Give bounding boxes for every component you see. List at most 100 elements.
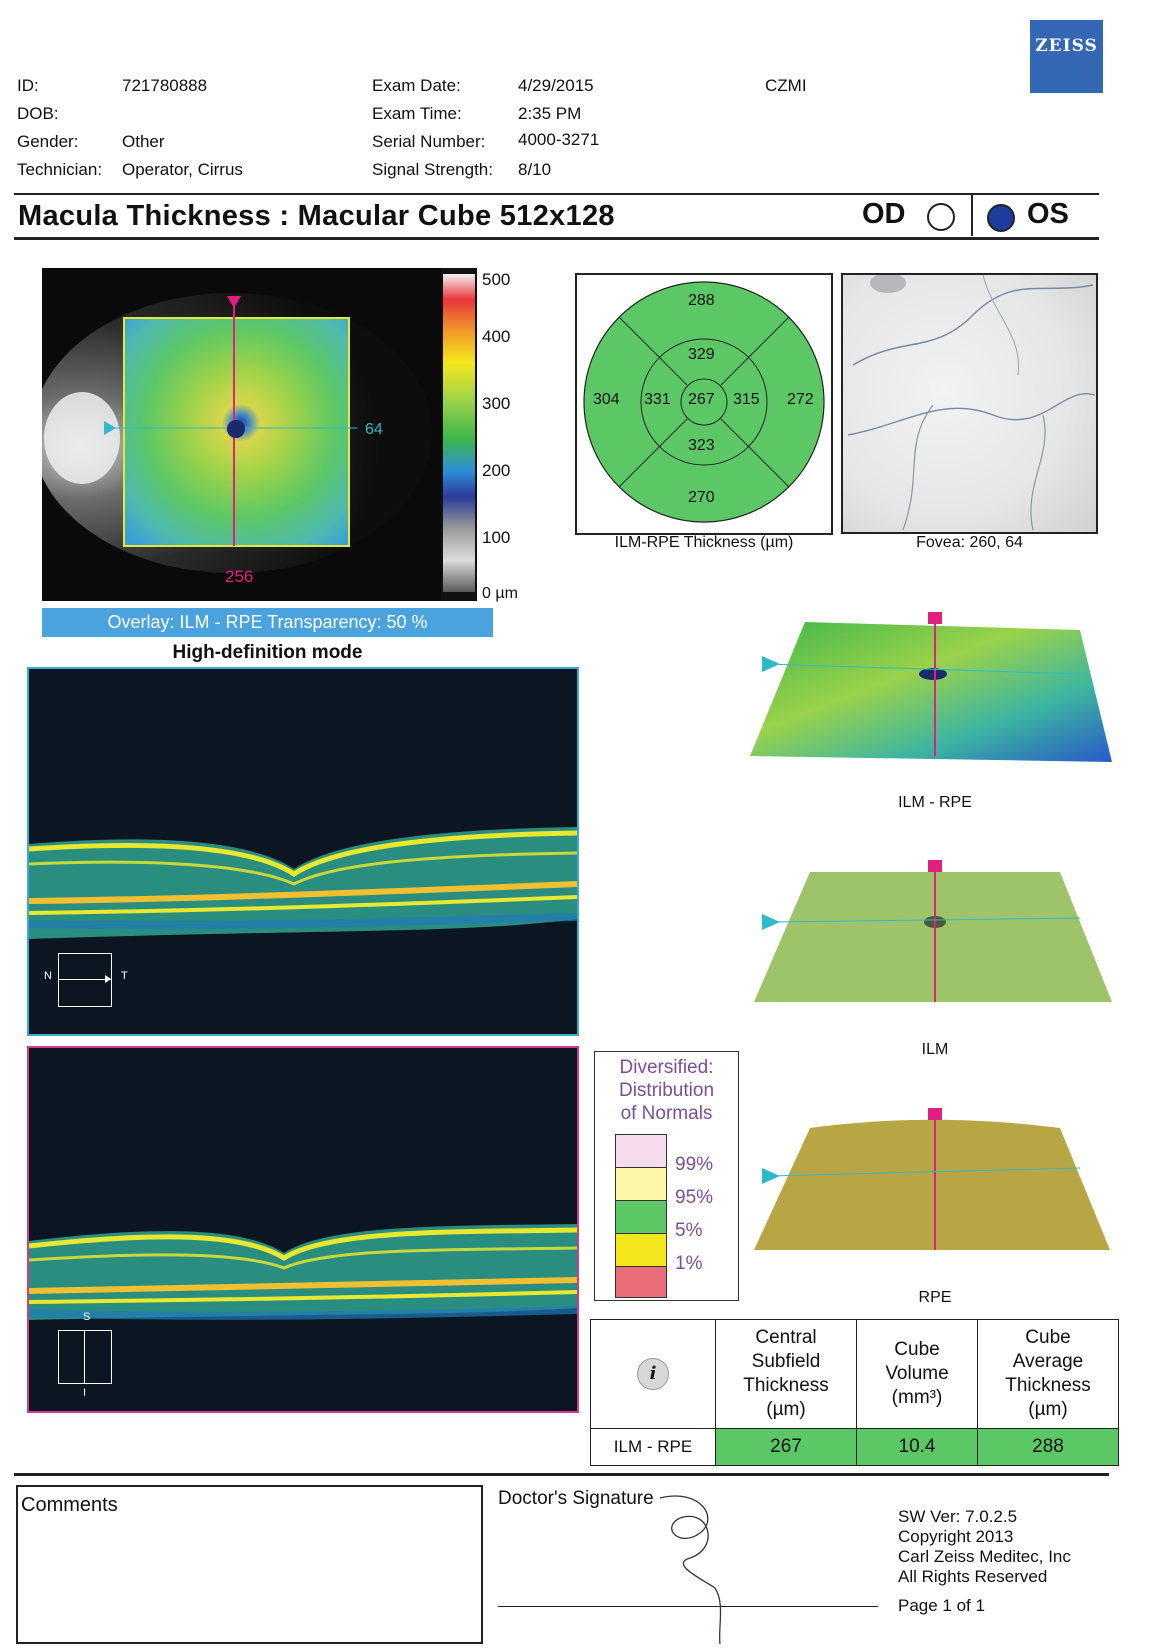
handwritten-signature <box>640 1488 770 1645</box>
value-cube-volume: 10.4 <box>856 1428 978 1466</box>
fundus-overlay-map <box>32 268 441 601</box>
exam-time-label: Exam Time: <box>372 104 462 123</box>
bscan-vertical <box>27 1046 579 1413</box>
surface-caption-ilm-rpe: ILM - RPE <box>898 794 972 811</box>
rights: All Rights Reserved <box>898 1567 1048 1586</box>
header-central-subfield: Central Subfield Thickness (µm) <box>715 1319 857 1429</box>
signature-label: Doctor's Signature <box>498 1488 654 1509</box>
etdrs-inner-superior: 329 <box>688 346 715 363</box>
gender-value: Other <box>122 132 165 151</box>
orient-inferior: I <box>83 1387 87 1399</box>
exam-date-value: 4/29/2015 <box>518 76 594 95</box>
fovea-caption: Fovea: 260, 64 <box>916 534 1023 551</box>
signal-value: 8/10 <box>518 160 552 179</box>
thickness-scale-panel <box>441 268 477 601</box>
scale-tick-0: 0 µm <box>482 585 518 602</box>
os-label: OS <box>1027 198 1069 230</box>
thickness-scale-gradient <box>443 274 475 592</box>
horizontal-orientation-box <box>58 953 112 1007</box>
etdrs-grid-frame <box>575 273 833 535</box>
normals-tick-5: 5% <box>675 1220 703 1241</box>
zeiss-logo: ZEISS <box>1030 20 1103 93</box>
id-label: ID: <box>17 76 39 95</box>
info-cell: i <box>590 1319 716 1429</box>
scale-tick-500: 500 <box>482 270 511 289</box>
os-radio-selected <box>987 204 1015 232</box>
slo-fundus-image <box>841 273 1098 534</box>
bscan-horizontal <box>27 667 579 1036</box>
surface-map-rpe <box>750 1108 1120 1258</box>
scale-tick-400: 400 <box>482 327 511 346</box>
surface-map-ilm-rpe <box>750 612 1120 762</box>
company: Carl Zeiss Meditec, Inc <box>898 1547 1071 1566</box>
etdrs-outer-nasal: 304 <box>593 391 620 408</box>
header-cube-average: Cube Average Thickness (µm) <box>977 1319 1119 1429</box>
mode-caption: High-definition mode <box>172 642 363 663</box>
normals-legend-title: Diversified: Distribution of Normals <box>618 1057 715 1124</box>
od-label: OD <box>862 198 906 230</box>
orientation-v-line <box>84 1331 85 1383</box>
etdrs-center: 267 <box>688 391 715 408</box>
footer-rule <box>14 1473 1109 1476</box>
value-cube-average: 288 <box>977 1428 1119 1466</box>
normals-legend: Diversified: Distribution of Normals 99%… <box>594 1051 739 1301</box>
etdrs-caption: ILM-RPE Thickness (µm) <box>614 534 794 551</box>
eye-divider <box>971 193 973 236</box>
etdrs-outer-inferior: 270 <box>688 489 715 506</box>
surface-caption-rpe: RPE <box>918 1289 952 1306</box>
scale-tick-200: 200 <box>482 461 511 480</box>
overlay-caption-bar: Overlay: ILM - RPE Transparency: 50 % <box>42 608 493 637</box>
info-icon[interactable]: i <box>637 1358 669 1390</box>
signal-label: Signal Strength: <box>372 160 493 179</box>
serial-label: Serial Number: <box>372 132 486 151</box>
exam-date-label: Exam Date: <box>372 76 461 95</box>
thickness-results-table: i Central Subfield Thickness (µm) Cube V… <box>590 1319 1119 1466</box>
od-radio <box>927 203 955 231</box>
arrow-right-icon <box>105 975 111 983</box>
scale-tick-300: 300 <box>482 394 511 413</box>
normals-tick-95: 95% <box>675 1187 714 1208</box>
orient-temporal: T <box>121 970 128 982</box>
vertical-orientation-box <box>58 1330 112 1384</box>
normals-swatch-pink <box>615 1134 667 1168</box>
copyright: Copyright 2013 <box>898 1527 1014 1546</box>
vertical-marker-value: 256 <box>225 567 254 586</box>
signature-line[interactable] <box>498 1606 878 1607</box>
exam-time-value: 2:35 PM <box>518 104 582 123</box>
header-rule-bottom <box>14 237 1099 240</box>
normals-swatch-light-yellow <box>615 1167 667 1201</box>
etdrs-inner-inferior: 323 <box>688 437 715 454</box>
value-central-subfield: 267 <box>715 1428 857 1466</box>
technician-label: Technician: <box>17 160 103 179</box>
id-value: 721780888 <box>122 76 208 95</box>
horizontal-marker-value: 64 <box>365 421 383 438</box>
scale-tick-100: 100 <box>482 528 511 547</box>
etdrs-outer-temporal: 272 <box>787 391 814 408</box>
serial-value: 4000-3271 <box>518 130 600 149</box>
etdrs-outer-superior: 288 <box>688 292 715 309</box>
technician-value: Operator, Cirrus <box>122 160 243 179</box>
etdrs-inner-nasal: 331 <box>644 391 671 408</box>
normals-swatch-red <box>615 1266 667 1298</box>
normals-tick-1: 1% <box>675 1253 703 1274</box>
normals-tick-99: 99% <box>675 1154 714 1175</box>
surface-caption-ilm: ILM <box>921 1041 949 1058</box>
row-label-ilm-rpe: ILM - RPE <box>590 1428 716 1466</box>
header-cube-volume: Cube Volume (mm³) <box>856 1319 978 1429</box>
orient-superior: S <box>83 1311 91 1323</box>
etdrs-inner-temporal: 315 <box>733 391 760 408</box>
normals-swatch-yellow <box>615 1233 667 1267</box>
site-label: CZMI <box>765 76 807 95</box>
sw-version: SW Ver: 7.0.2.5 <box>898 1507 1018 1526</box>
surface-map-ilm <box>750 860 1120 1010</box>
orientation-h-line <box>59 979 111 980</box>
comments-box[interactable] <box>16 1485 483 1644</box>
orient-nasal: N <box>44 970 52 982</box>
dob-label: DOB: <box>17 104 59 123</box>
comments-label: Comments <box>21 1494 118 1516</box>
gender-label: Gender: <box>17 132 79 151</box>
report-title: Macula Thickness : Macular Cube 512x128 <box>18 200 615 232</box>
page-number: Page 1 of 1 <box>898 1596 985 1615</box>
normals-swatch-green <box>615 1200 667 1234</box>
header-rule-top <box>14 193 1099 195</box>
